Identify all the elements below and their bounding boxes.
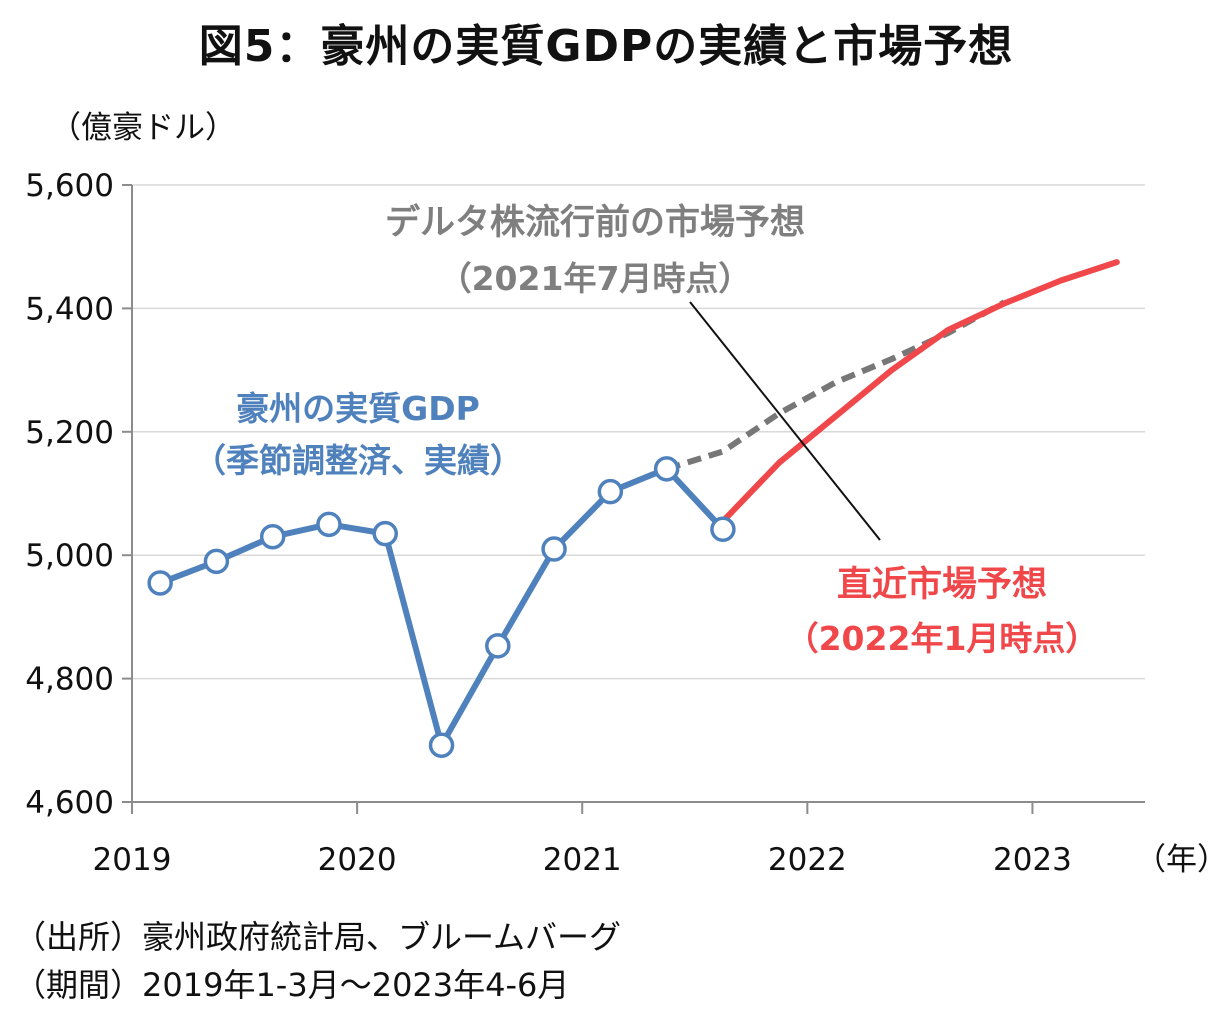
y-tick-label: 4,800 [25,662,114,698]
x-tick-label: 2021 [543,842,622,878]
data-point-actual [653,456,680,482]
y-unit-label: （億豪ドル） [50,110,236,146]
data-point-actual [710,516,736,543]
x-tick-label: 2020 [318,842,397,878]
period-note: （期間）2019年1-3月～2023年4-6月 [14,966,570,1004]
chart-title: 図5：豪州の実質GDPの実績と市場予想 [198,21,1014,72]
x-tick-label: 2022 [768,842,847,878]
x-tick-label: 2023 [993,842,1072,878]
y-tick-label: 4,600 [25,785,114,821]
data-point-actual [597,478,624,505]
y-tick-label: 5,400 [25,291,114,327]
data-point-actual [203,548,230,575]
data-point-actual [259,523,286,550]
annotation-delta-title: デルタ株流行前の市場予想 [385,202,805,243]
y-tick-label: 5,600 [25,168,114,204]
data-point-actual [485,633,511,659]
data-point-actual [428,732,455,758]
annotation-latest-subtitle: （2022年1月時点） [786,619,1099,658]
data-point-actual [372,520,398,547]
gdp-line-chart: 4,600 4,800 5,000 5,200 5,400 5,600 2019 2020 20… [25,110,1212,878]
annotation-leader-line [689,301,881,541]
annotation-delta-subtitle: （2021年7月時点） [439,259,752,298]
annotation-actual-title: 豪州の実質GDP [236,389,480,428]
series-line-latest-forecast [719,259,1120,525]
x-tick-label: 2019 [93,842,172,878]
source-note: （出所）豪州政府統計局、ブルームバーグ [14,918,622,956]
data-point-actual [316,511,342,538]
y-tick-label: 5,200 [25,415,114,451]
data-point-actual [147,570,173,596]
annotation-actual-subtitle: （季節調整済、実績） [193,441,523,480]
y-tick-label: 5,000 [25,538,114,574]
annotation-latest-title: 直近市場予想 [837,565,1047,605]
data-point-actual [541,536,567,562]
x-unit-label: （年） [1135,842,1212,878]
series-line-actual-gdp [159,465,726,749]
